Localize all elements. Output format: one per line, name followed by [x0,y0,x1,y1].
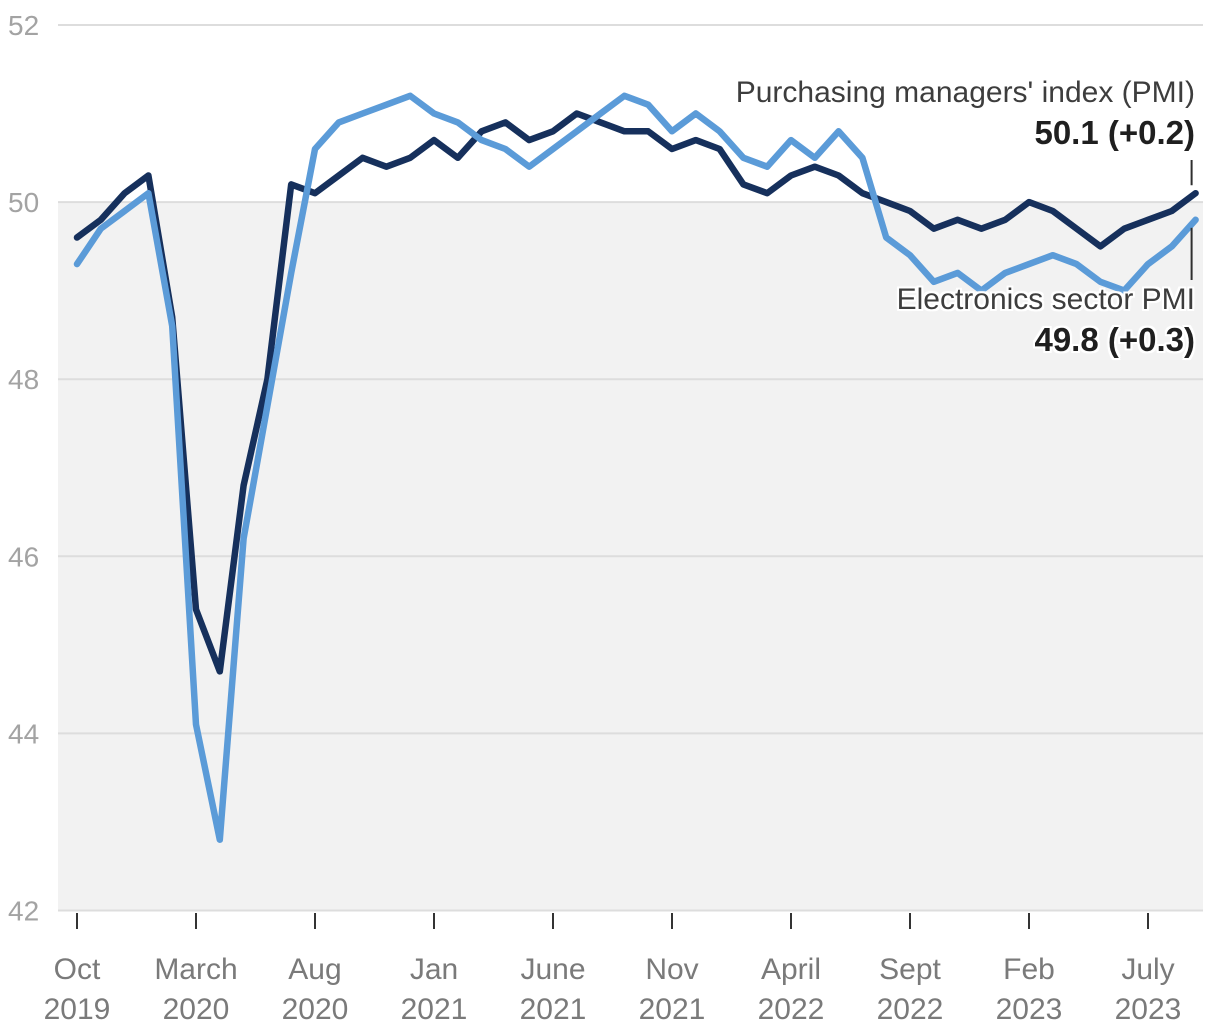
x-axis-label-month: July [1121,953,1174,986]
x-axis-label-month: Aug [288,953,341,986]
x-axis-label-year: 2019 [44,993,111,1020]
pmi-series-line [73,110,1199,675]
x-axis-label-month: Sept [879,953,941,986]
annotation-pmi-value: 50.1 (+0.2) [1034,113,1195,151]
x-axis-label-year: 2022 [758,993,825,1020]
electronics-series-line [73,92,1199,843]
x-axis-label-year: 2021 [520,993,587,1020]
y-axis-label: 42 [8,896,39,927]
x-axis-label-year: 2020 [282,993,349,1020]
x-axis-label-month: Nov [645,953,698,986]
x-axis-label-year: 2023 [996,993,1063,1020]
x-axis-label-month: Feb [1003,953,1055,986]
annotation-pmi-label: Purchasing managers' index (PMI) [735,76,1195,109]
x-axis-label-month: April [761,953,821,986]
y-axis-label: 48 [8,364,39,395]
annotation-electronics-label: Electronics sector PMI [896,283,1195,316]
annotation-electronics-value: 49.8 (+0.3) [1034,320,1195,358]
y-axis-label: 44 [8,718,39,749]
x-axis-label-month: Jan [410,953,458,986]
y-axis-label: 50 [8,187,39,218]
x-axis-label-year: 2021 [639,993,706,1020]
y-axis-label: 46 [8,541,39,572]
y-axis-label: 52 [8,10,39,41]
x-axis-label-month: June [520,953,585,986]
x-axis-label-year: 2021 [401,993,468,1020]
annotation-electronics: Electronics sector PMI 49.8 (+0.3) [897,283,1195,359]
x-axis-label-month: March [154,953,237,986]
x-axis-label-year: 2020 [163,993,230,1020]
x-axis-label-month: Oct [54,953,101,986]
x-axis-label-year: 2023 [1115,993,1182,1020]
annotation-pmi: Purchasing managers' index (PMI) 50.1 (+… [736,76,1195,152]
x-axis-label-year: 2022 [877,993,944,1020]
